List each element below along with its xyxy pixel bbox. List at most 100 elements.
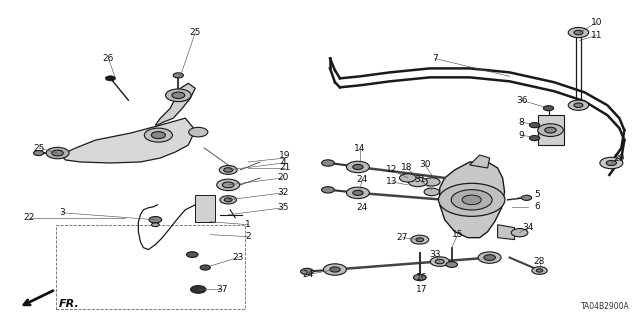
Circle shape [301,268,314,275]
Text: 29: 29 [614,153,625,162]
Circle shape [191,286,206,293]
Circle shape [149,217,162,223]
Circle shape [545,127,556,133]
Text: 24: 24 [356,175,367,184]
Circle shape [568,27,589,38]
Text: 5: 5 [534,190,540,199]
Text: 31: 31 [414,175,426,184]
Circle shape [321,160,334,166]
Circle shape [408,177,428,187]
Circle shape [574,30,583,35]
Circle shape [323,264,346,275]
Circle shape [600,157,623,169]
Circle shape [353,190,363,196]
Text: 3: 3 [60,208,65,217]
Polygon shape [156,83,195,125]
Circle shape [220,166,237,174]
FancyBboxPatch shape [195,195,215,222]
Circle shape [411,235,429,244]
Text: 27: 27 [396,233,408,242]
Circle shape [529,136,540,141]
Circle shape [52,150,63,156]
Text: 21: 21 [280,163,291,173]
Text: 14: 14 [354,144,365,152]
Circle shape [166,89,191,102]
Circle shape [416,238,424,241]
Text: 22: 22 [23,213,35,222]
Circle shape [186,252,198,257]
Circle shape [536,269,543,272]
Text: 20: 20 [277,174,289,182]
Text: 9: 9 [518,130,524,140]
Circle shape [543,106,554,111]
Circle shape [574,103,583,108]
Text: 32: 32 [277,188,289,197]
Circle shape [399,174,416,182]
Circle shape [346,161,369,173]
Polygon shape [498,225,515,240]
Circle shape [225,198,232,202]
Circle shape [173,73,184,78]
Text: 2: 2 [245,232,251,241]
Text: 15: 15 [452,230,463,239]
Circle shape [478,252,501,263]
Circle shape [484,255,495,260]
Circle shape [223,182,234,188]
Circle shape [462,195,481,204]
Circle shape [172,92,185,99]
Polygon shape [61,118,195,163]
Text: 36: 36 [516,96,527,105]
Circle shape [33,151,44,156]
Circle shape [46,147,69,159]
Text: 26: 26 [103,54,114,63]
Text: 11: 11 [591,31,602,40]
Circle shape [144,128,172,142]
Text: 23: 23 [232,253,244,262]
Circle shape [424,188,440,196]
Circle shape [446,262,458,267]
Text: 16: 16 [416,273,428,282]
Circle shape [522,195,532,200]
Circle shape [200,265,211,270]
Text: 30: 30 [419,160,431,169]
Circle shape [189,127,208,137]
Circle shape [451,190,492,210]
Text: 13: 13 [386,177,397,186]
Text: 19: 19 [279,151,291,160]
Circle shape [353,164,363,169]
Circle shape [413,274,426,281]
Text: 12: 12 [386,166,397,174]
Text: 18: 18 [401,163,413,173]
Text: 4: 4 [280,159,286,167]
Polygon shape [470,155,490,168]
Text: 6: 6 [534,202,540,211]
Text: FR.: FR. [59,299,79,309]
Circle shape [106,76,116,81]
Circle shape [438,183,505,216]
Text: 17: 17 [416,285,428,294]
Text: 35: 35 [277,203,289,212]
Circle shape [220,196,237,204]
Circle shape [606,160,616,166]
Circle shape [538,124,563,137]
Polygon shape [440,162,504,238]
Text: TA04B2900A: TA04B2900A [580,302,629,311]
Text: 24: 24 [356,203,367,212]
Circle shape [430,257,449,266]
Circle shape [152,223,159,226]
Text: 1: 1 [245,220,251,229]
Circle shape [424,178,440,186]
Circle shape [532,267,547,274]
Text: 37: 37 [216,285,228,294]
Circle shape [529,122,540,128]
Circle shape [330,267,340,272]
Text: 8: 8 [518,118,524,127]
Bar [56,225,245,309]
Text: 34: 34 [522,223,533,232]
Text: 28: 28 [534,257,545,266]
Circle shape [346,187,369,198]
Circle shape [435,259,444,264]
Circle shape [224,168,233,172]
Text: 7: 7 [432,54,438,63]
Text: 25: 25 [189,28,201,37]
